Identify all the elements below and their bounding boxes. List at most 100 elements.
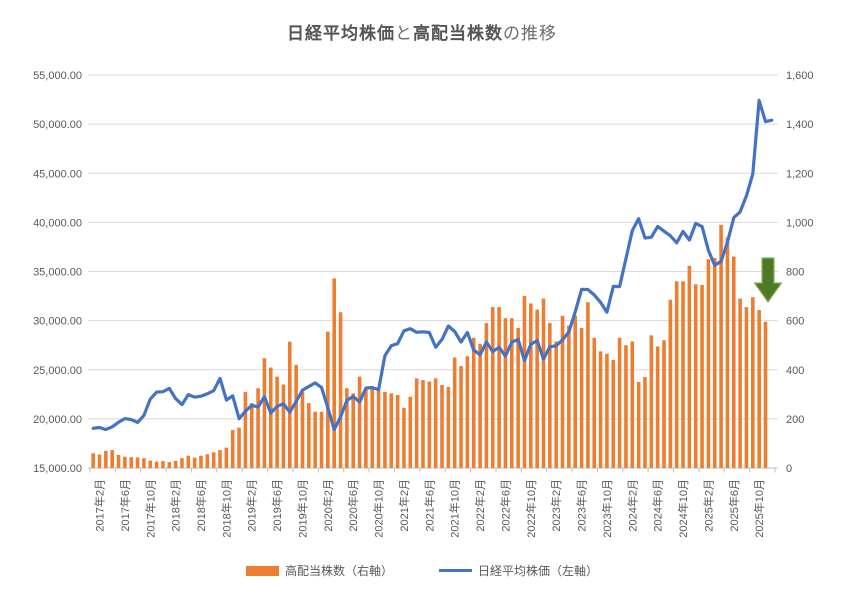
- bar: [294, 364, 298, 468]
- bar: [268, 367, 273, 468]
- bar: [693, 284, 698, 468]
- bar: [370, 386, 375, 468]
- x-axis-tick-label: 2022年10月: [524, 479, 538, 538]
- bar: [687, 265, 692, 468]
- legend-item-bar-series: 高配当株数（右軸）: [245, 562, 393, 579]
- bar: [402, 407, 406, 468]
- x-axis-tick-label: 2025年10月: [752, 479, 766, 538]
- bar: [484, 323, 489, 468]
- chart-title: 日経平均株価と高配当株数の推移: [0, 19, 844, 44]
- bar: [287, 341, 292, 468]
- x-axis-tick-label: 2021年6月: [422, 479, 436, 532]
- x-axis-tick-label: 2022年6月: [498, 479, 512, 532]
- bar: [218, 450, 222, 468]
- x-axis-tick-label: 2023年6月: [575, 479, 589, 532]
- x-axis-labels: 2017年2月 2017年6月 2017年10月 2018年2月 2018年6月 2018…: [93, 479, 767, 538]
- right-axis-tick-label: 200: [786, 414, 804, 426]
- bar: [97, 454, 102, 468]
- left-axis-tick-label: 30,000.00: [33, 316, 82, 328]
- bar: [573, 315, 578, 468]
- legend-label-line: 日経平均株価（左軸）: [478, 564, 599, 578]
- bar: [319, 411, 324, 468]
- bar: [611, 359, 616, 468]
- bar: [757, 310, 761, 468]
- bar: [256, 388, 260, 468]
- legend: 高配当株数（右軸） 日経平均株価（左軸）: [0, 562, 844, 579]
- bar: [605, 353, 609, 468]
- bar: [490, 307, 495, 468]
- bar: [186, 455, 191, 468]
- x-axis-tick-label: 2018年6月: [194, 479, 208, 532]
- legend-label-bar: 高配当株数（右軸）: [284, 564, 393, 578]
- x-axis-tick-label: 2025年2月: [701, 479, 715, 532]
- nikkei-line: [91, 98, 774, 432]
- bar: [548, 323, 552, 468]
- line-swatch-icon: [439, 569, 472, 572]
- left-axis-tick-label: 40,000.00: [33, 217, 82, 229]
- bar: [516, 327, 520, 468]
- x-axis-tick-label: 2017年10月: [143, 479, 157, 538]
- bar: [129, 457, 134, 468]
- bar: [655, 346, 660, 468]
- bar: [649, 335, 654, 468]
- bar: [313, 411, 317, 468]
- left-axis-tick-label: 25,000.00: [33, 365, 82, 377]
- bar: [674, 281, 679, 468]
- bar: [529, 303, 533, 468]
- bar: [668, 299, 673, 468]
- bar: [300, 391, 305, 468]
- x-axis-line: [88, 467, 778, 473]
- bar: [161, 461, 165, 468]
- left-axis-tick-label: 35,000.00: [33, 267, 82, 279]
- left-axis-tick-label: 15,000.00: [33, 463, 82, 475]
- bar: [497, 307, 501, 468]
- bar: [459, 366, 463, 468]
- bar: [262, 358, 267, 468]
- bar: [681, 281, 685, 468]
- bar: [725, 237, 730, 468]
- x-axis-tick-label: 2021年2月: [397, 479, 411, 532]
- bar: [110, 450, 114, 468]
- legend-item-line-series: 日経平均株価（左軸）: [439, 562, 598, 579]
- bar: [116, 454, 121, 468]
- bar: [706, 259, 711, 468]
- x-axis-tick-label: 2024年2月: [625, 479, 639, 532]
- bar: [148, 460, 153, 468]
- bar: [465, 356, 470, 468]
- bar: [281, 384, 286, 468]
- right-axis-tick-label: 1,000: [786, 217, 814, 229]
- x-axis-tick-label: 2020年10月: [372, 479, 386, 538]
- bar: [135, 457, 140, 468]
- bar: [554, 341, 558, 468]
- bar: [338, 312, 343, 468]
- bar: [763, 321, 768, 468]
- bar: [383, 391, 387, 468]
- bar: [167, 462, 172, 468]
- bar: [452, 357, 457, 468]
- bar: [567, 325, 571, 468]
- bar: [224, 447, 229, 468]
- bar: [376, 389, 381, 468]
- x-axis-tick-label: 2017年2月: [93, 479, 107, 532]
- bar: [237, 427, 241, 468]
- down-arrow-icon: [753, 257, 783, 303]
- bar: [427, 381, 432, 468]
- bar: [192, 457, 197, 468]
- bar: [592, 337, 597, 468]
- x-axis-tick-label: 2019年10月: [295, 479, 309, 538]
- x-axis-tick-label: 2018年10月: [219, 479, 233, 538]
- annotation: [753, 257, 783, 303]
- left-axis-tick-label: 45,000.00: [33, 168, 82, 180]
- x-axis-tick-label: 2019年2月: [245, 479, 259, 532]
- bar: [205, 454, 210, 468]
- bar: [719, 224, 723, 468]
- title-part-to: と: [395, 24, 413, 43]
- bar: [275, 376, 279, 468]
- bar: [414, 378, 419, 468]
- right-axis-tick-label: 0: [786, 463, 792, 475]
- x-axis-tick-label: 2025年6月: [727, 479, 741, 532]
- bar: [579, 327, 584, 468]
- x-axis-tick-label: 2019年6月: [270, 479, 284, 532]
- bar: [351, 393, 356, 468]
